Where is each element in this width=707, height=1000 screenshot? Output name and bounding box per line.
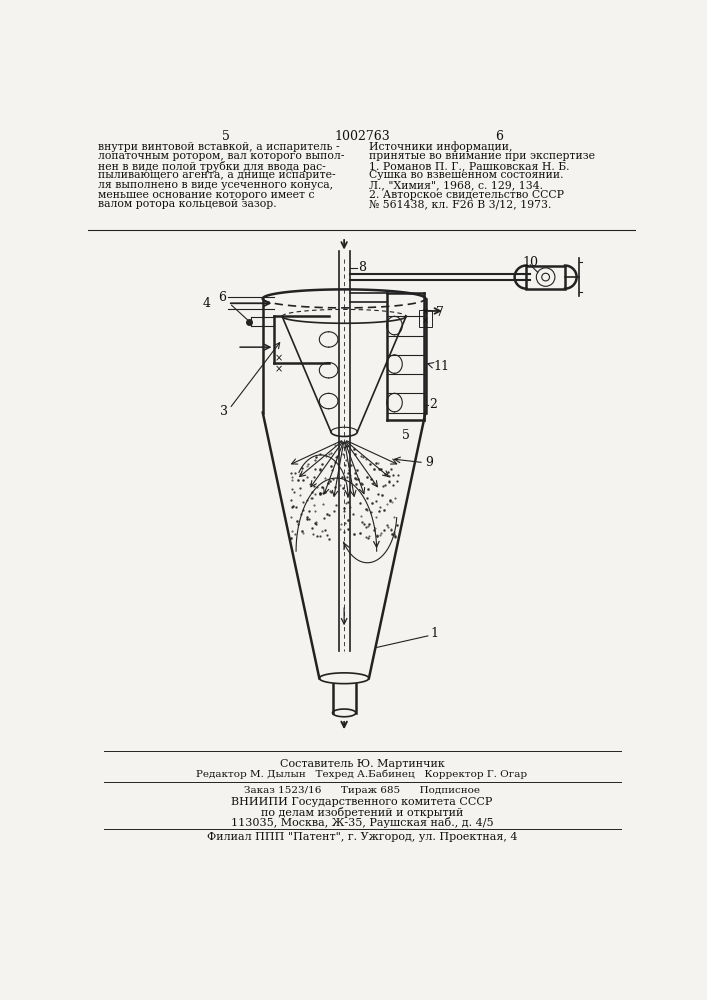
Bar (419, 310, 433, 327)
Text: ×: × (422, 316, 429, 325)
Text: Филиал ППП "Патент", г. Ужгород, ул. Проектная, 4: Филиал ППП "Патент", г. Ужгород, ул. Про… (206, 832, 518, 842)
Text: нен в виде полой трубки для ввода рас-: нен в виде полой трубки для ввода рас- (98, 161, 325, 172)
Text: Составитель Ю. Мартинчик: Составитель Ю. Мартинчик (279, 759, 444, 769)
Text: Заказ 1523/16      Тираж 685      Подписное: Заказ 1523/16 Тираж 685 Подписное (244, 786, 480, 795)
Text: Л., "Химия", 1968, с. 129, 134.: Л., "Химия", 1968, с. 129, 134. (369, 180, 543, 190)
Text: Сушка во взвешенном состоянии.: Сушка во взвешенном состоянии. (369, 170, 563, 180)
Bar (526, 266, 565, 289)
Text: 6: 6 (495, 130, 503, 143)
Text: 1002763: 1002763 (334, 130, 390, 143)
Text: 2: 2 (429, 398, 437, 411)
Text: 9: 9 (426, 456, 433, 469)
Text: 3: 3 (220, 405, 228, 418)
Text: по делам изобретений и открытий: по делам изобретений и открытий (261, 807, 463, 818)
Text: ВНИИПИ Государственного комитета СССР: ВНИИПИ Государственного комитета СССР (231, 797, 493, 807)
Text: ×: × (422, 307, 429, 316)
Text: ×: × (274, 364, 282, 374)
Text: пыливающего агента, а днище испарите-: пыливающего агента, а днище испарите- (98, 170, 335, 180)
Text: № 561438, кл. F26 В 3/12, 1973.: № 561438, кл. F26 В 3/12, 1973. (369, 199, 551, 209)
Text: 8: 8 (358, 261, 366, 274)
Text: валом ротора кольцевой зазор.: валом ротора кольцевой зазор. (98, 199, 276, 209)
Text: 6: 6 (218, 291, 226, 304)
Text: меньшее основание которого имеет с: меньшее основание которого имеет с (98, 190, 314, 200)
Text: 7: 7 (436, 306, 443, 319)
Text: 11: 11 (433, 360, 449, 373)
Text: 1. Романов П. Г., Рашковская Н. Б.: 1. Романов П. Г., Рашковская Н. Б. (369, 161, 569, 171)
Text: 5: 5 (402, 429, 410, 442)
Text: Редактор М. Дылын   Техред А.Бабинец   Корректор Г. Огар: Редактор М. Дылын Техред А.Бабинец Корре… (197, 770, 527, 779)
Text: внутри винтовой вставкой, а испаритель -: внутри винтовой вставкой, а испаритель - (98, 142, 339, 152)
Text: 10: 10 (522, 256, 538, 269)
Text: 5: 5 (221, 130, 230, 143)
Text: ля выполнено в виде усеченного конуса,: ля выполнено в виде усеченного конуса, (98, 180, 333, 190)
Text: 4: 4 (202, 297, 210, 310)
Text: 2. Авторское свидетельство СССР: 2. Авторское свидетельство СССР (369, 190, 564, 200)
Text: Источники информации,: Источники информации, (369, 142, 513, 152)
Text: 1: 1 (431, 627, 439, 640)
Text: лопаточным ротором, вал которого выпол-: лопаточным ротором, вал которого выпол- (98, 151, 344, 161)
Text: ×: × (274, 354, 282, 364)
Text: принятые во внимание при экспертизе: принятые во внимание при экспертизе (369, 151, 595, 161)
Text: 113035, Москва, Ж-35, Раушская наб., д. 4/5: 113035, Москва, Ж-35, Раушская наб., д. … (230, 817, 493, 828)
